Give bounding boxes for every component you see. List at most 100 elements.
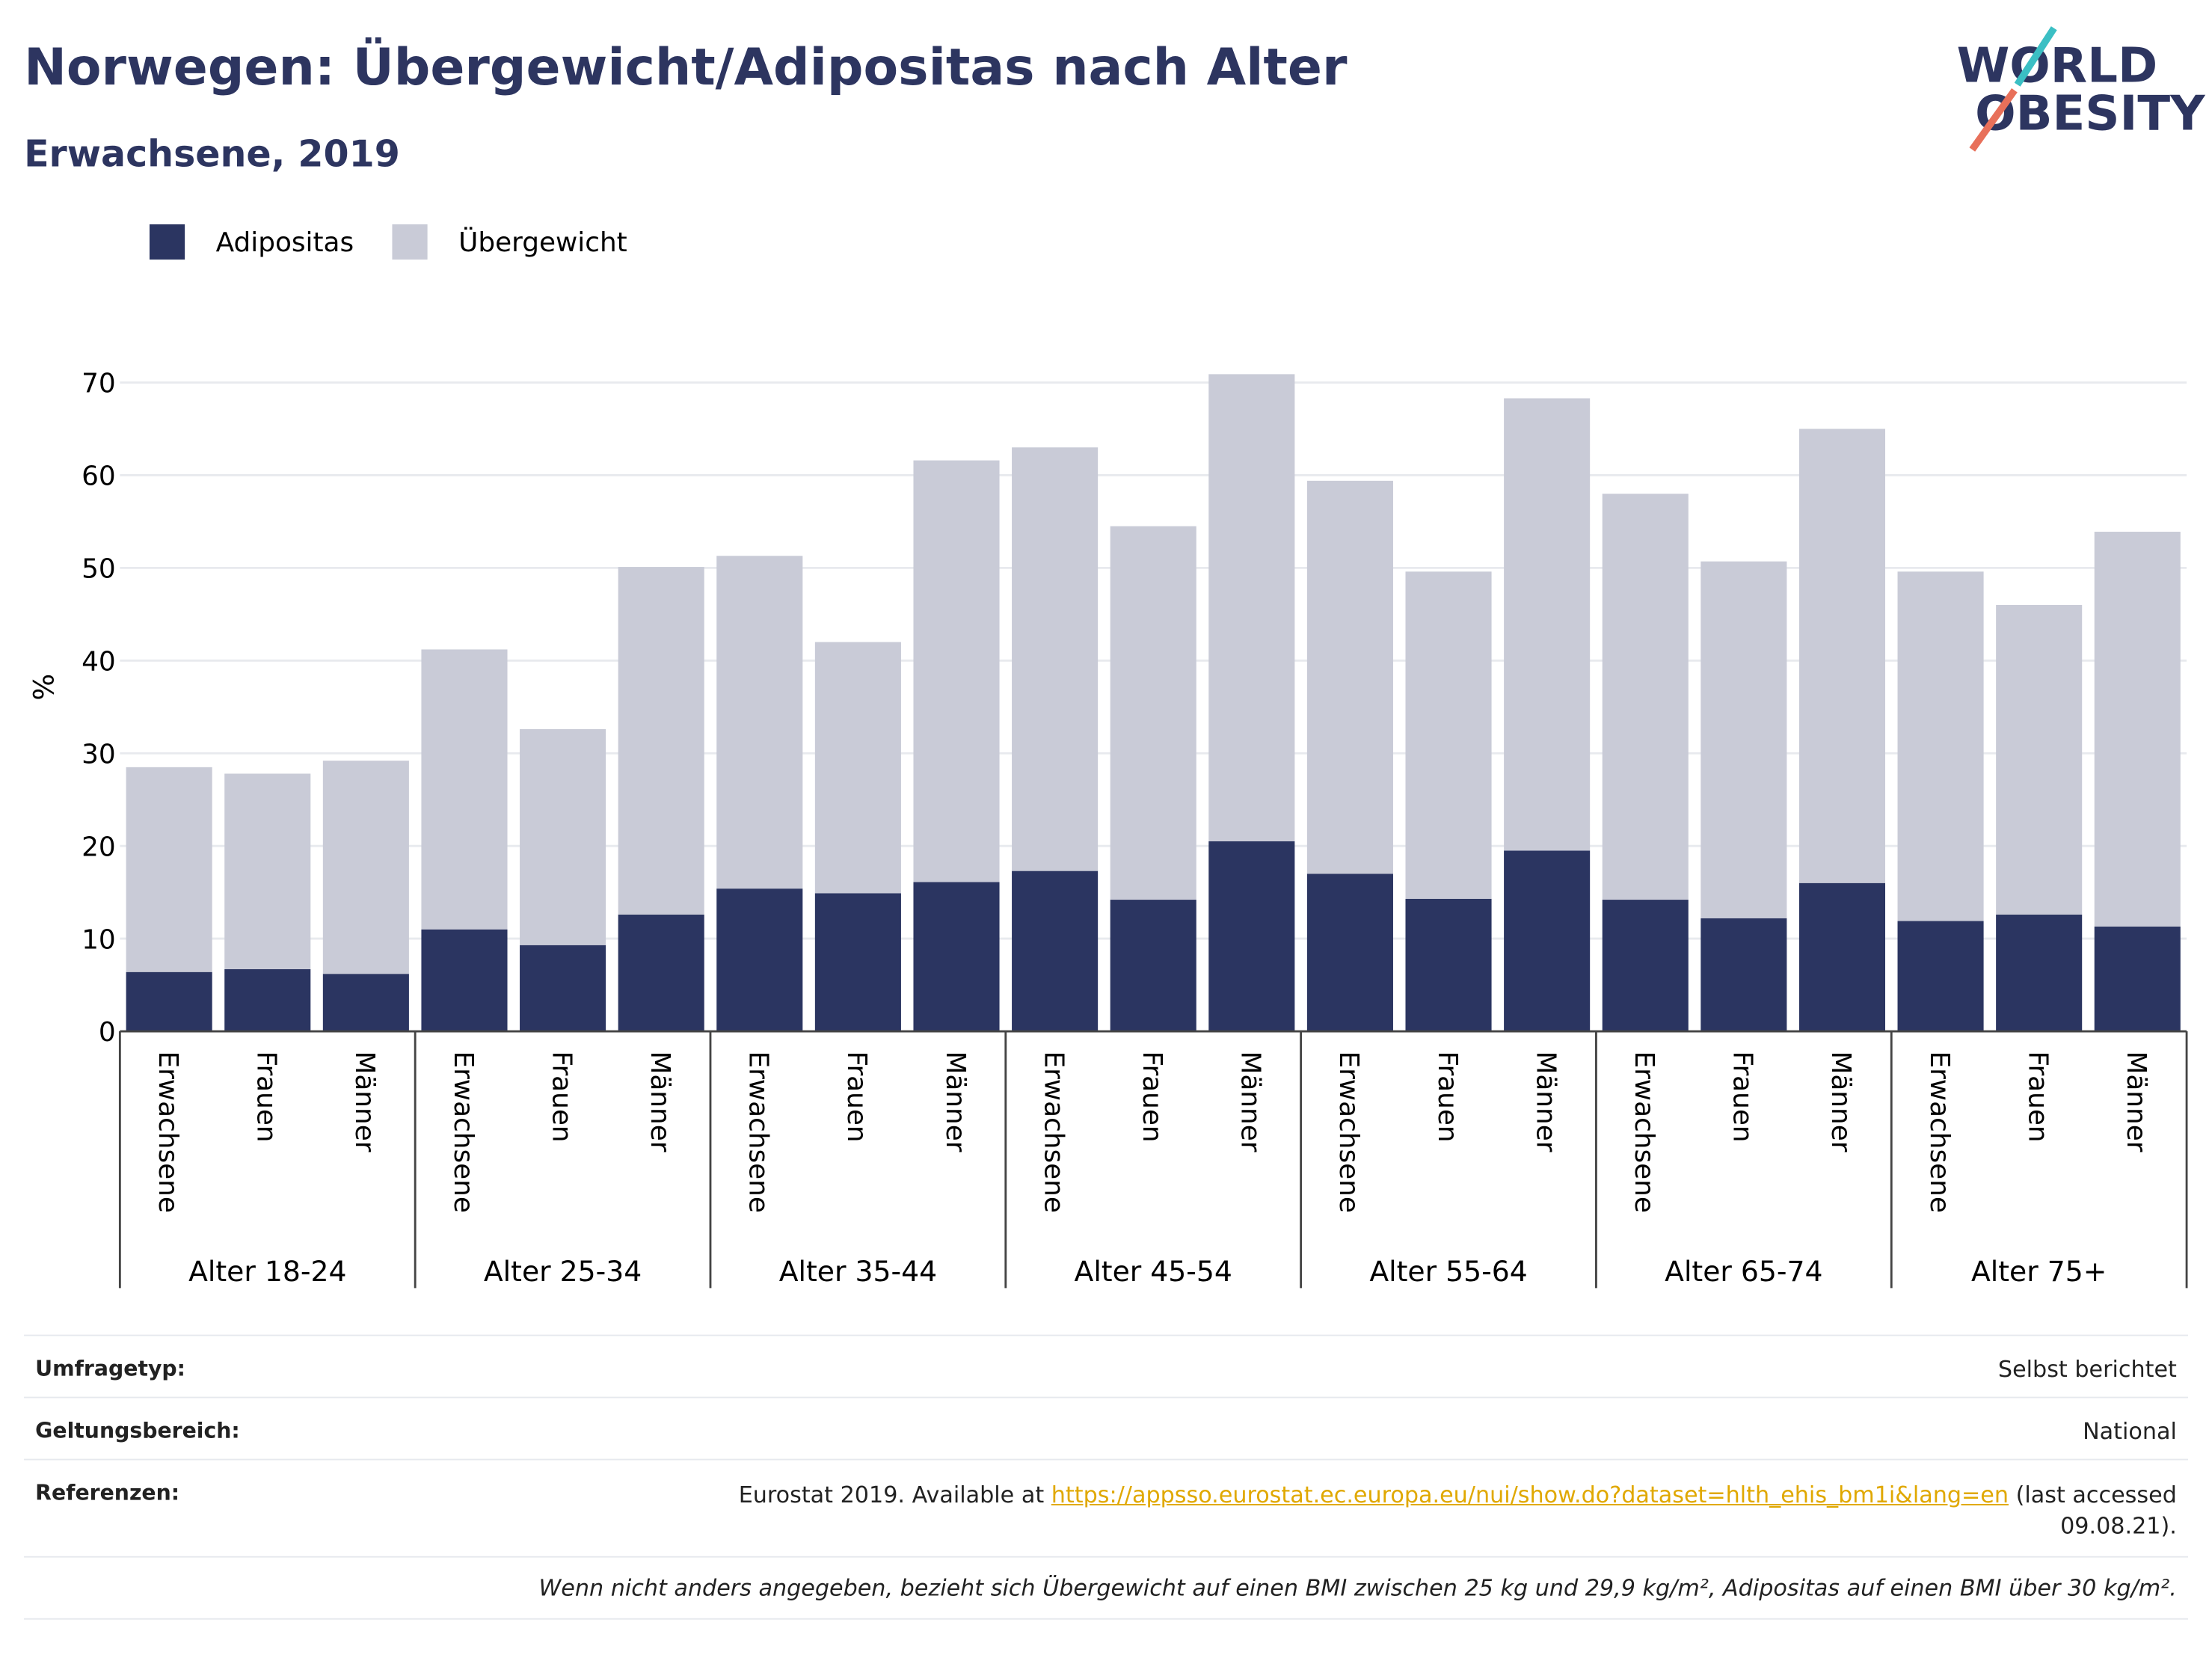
logo-slash xyxy=(1969,87,2018,152)
bar-segment xyxy=(913,882,1000,1032)
y-tick-label: 60 xyxy=(82,461,116,492)
bar-segment xyxy=(1208,841,1295,1032)
group-label: Alter 75+ xyxy=(1971,1255,2107,1288)
y-tick-label: 0 xyxy=(99,1017,116,1048)
reference: Eurostat 2019. Available at https://apps… xyxy=(681,1480,2177,1542)
bar-segment xyxy=(322,761,409,974)
bar-segment xyxy=(421,929,508,1032)
x-tick-label: Frauen xyxy=(251,1051,282,1142)
row-label: Referenzen: xyxy=(35,1479,180,1505)
x-tick-label: Frauen xyxy=(546,1051,577,1142)
y-tick-label: 20 xyxy=(82,832,116,862)
bar-segment xyxy=(1504,850,1591,1032)
row-label: Geltungsbereich: xyxy=(35,1417,240,1443)
bar-segment xyxy=(126,971,212,1032)
legend-swatch xyxy=(149,224,185,260)
x-tick-label: Männer xyxy=(645,1051,675,1152)
x-tick-label: Frauen xyxy=(2022,1051,2053,1142)
bar-segment xyxy=(1405,898,1492,1032)
reference-suffix: (last accessed 09.08.21). xyxy=(2015,1481,2177,1540)
legend-label: Adipositas xyxy=(216,227,354,258)
y-axis-label: % xyxy=(28,674,61,701)
x-tick-label: Erwachsene xyxy=(1924,1051,1955,1213)
footer: Umfragetyp: Selbst berichtet Geltungsberei… xyxy=(24,1334,2188,1620)
reference-link[interactable]: https://appsso.eurostat.ec.europa.eu/nui… xyxy=(1051,1481,2009,1508)
x-tick-label: Männer xyxy=(2121,1051,2151,1152)
bar-segment xyxy=(1897,921,1984,1032)
bar-segment xyxy=(126,767,212,972)
x-tick-label: Erwachsene xyxy=(153,1051,183,1213)
legend-swatch xyxy=(392,224,428,260)
x-tick-label: Männer xyxy=(940,1051,971,1152)
y-tick-label: 70 xyxy=(82,369,116,399)
x-tick-label: Erwachsene xyxy=(1333,1051,1364,1213)
bar-segment xyxy=(1012,447,1099,871)
bar-segment xyxy=(1110,526,1196,900)
x-tick-label: Frauen xyxy=(1137,1051,1167,1142)
x-tick-label: Erwachsene xyxy=(1038,1051,1069,1213)
bar-segment xyxy=(2094,532,2181,927)
footer-row: Geltungsbereich: National xyxy=(24,1396,2188,1459)
bar-segment xyxy=(1798,882,1885,1032)
x-tick-label: Erwachsene xyxy=(743,1051,774,1213)
y-tick-label: 30 xyxy=(82,739,116,770)
bar-segment xyxy=(913,460,1000,882)
bar-segment xyxy=(1504,398,1591,851)
bar-segment xyxy=(1012,871,1099,1032)
y-tick-label: 50 xyxy=(82,554,116,585)
y-tick-label: 10 xyxy=(82,924,116,955)
group-label: Alter 45-54 xyxy=(1075,1255,1232,1288)
bar-segment xyxy=(520,729,606,945)
x-tick-label: Männer xyxy=(349,1051,380,1152)
bar-segment xyxy=(1701,918,1787,1032)
footnote: Wenn nicht anders angegeben, bezieht sic… xyxy=(24,1556,2188,1620)
bar-segment xyxy=(814,642,901,894)
bar-segment xyxy=(520,945,606,1032)
bar-segment xyxy=(1602,494,1689,900)
chart: Norwegen: Übergewicht/Adipositas nach Al… xyxy=(24,26,2206,1289)
x-tick-label: Männer xyxy=(1825,1051,1856,1152)
bar-segment xyxy=(1110,900,1196,1032)
bar-segment xyxy=(224,773,311,969)
x-tick-label: Erwachsene xyxy=(448,1051,479,1213)
legend-label: Übergewicht xyxy=(458,227,627,258)
group-label: Alter 55-64 xyxy=(1369,1255,1527,1288)
bar-segment xyxy=(618,567,704,915)
logo-slash xyxy=(2014,26,2057,87)
bar-segment xyxy=(1701,561,1787,918)
footer-row: Umfragetyp: Selbst berichtet xyxy=(24,1334,2188,1397)
bar-segment xyxy=(1602,900,1689,1032)
bar-segment xyxy=(1306,873,1393,1032)
bar-segment xyxy=(618,914,704,1032)
bar-segment xyxy=(1405,571,1492,899)
bar-segment xyxy=(1306,480,1393,874)
x-tick-label: Männer xyxy=(1530,1051,1561,1152)
x-tick-label: Frauen xyxy=(1432,1051,1463,1142)
group-label: Alter 18-24 xyxy=(188,1255,346,1288)
bar-segment xyxy=(1208,374,1295,841)
y-tick-label: 40 xyxy=(82,647,116,678)
x-tick-label: Frauen xyxy=(1727,1051,1758,1142)
bar-segment xyxy=(814,893,901,1032)
footer-row: Referenzen: Eurostat 2019. Available at h… xyxy=(24,1458,2188,1556)
bar-segment xyxy=(1897,571,1984,921)
row-value: Selbst berichtet xyxy=(1997,1355,2177,1383)
bar-segment xyxy=(1996,604,2083,915)
bar-segment xyxy=(716,556,803,889)
x-tick-label: Frauen xyxy=(841,1051,872,1142)
bar-segment xyxy=(2094,926,2181,1032)
group-label: Alter 65-74 xyxy=(1665,1255,1822,1288)
reference-prefix: Eurostat 2019. Available at xyxy=(738,1481,1045,1508)
x-tick-label: Männer xyxy=(1235,1051,1266,1152)
chart-subtitle: Erwachsene, 2019 xyxy=(24,132,400,176)
row-label: Umfragetyp: xyxy=(35,1355,185,1381)
row-value: National xyxy=(2083,1417,2177,1445)
bar-segment xyxy=(1798,429,1885,883)
group-label: Alter 35-44 xyxy=(779,1255,937,1288)
bar-segment xyxy=(716,888,803,1032)
bar-segment xyxy=(1996,914,2083,1032)
bar-segment xyxy=(322,974,409,1032)
x-tick-label: Erwachsene xyxy=(1629,1051,1659,1213)
